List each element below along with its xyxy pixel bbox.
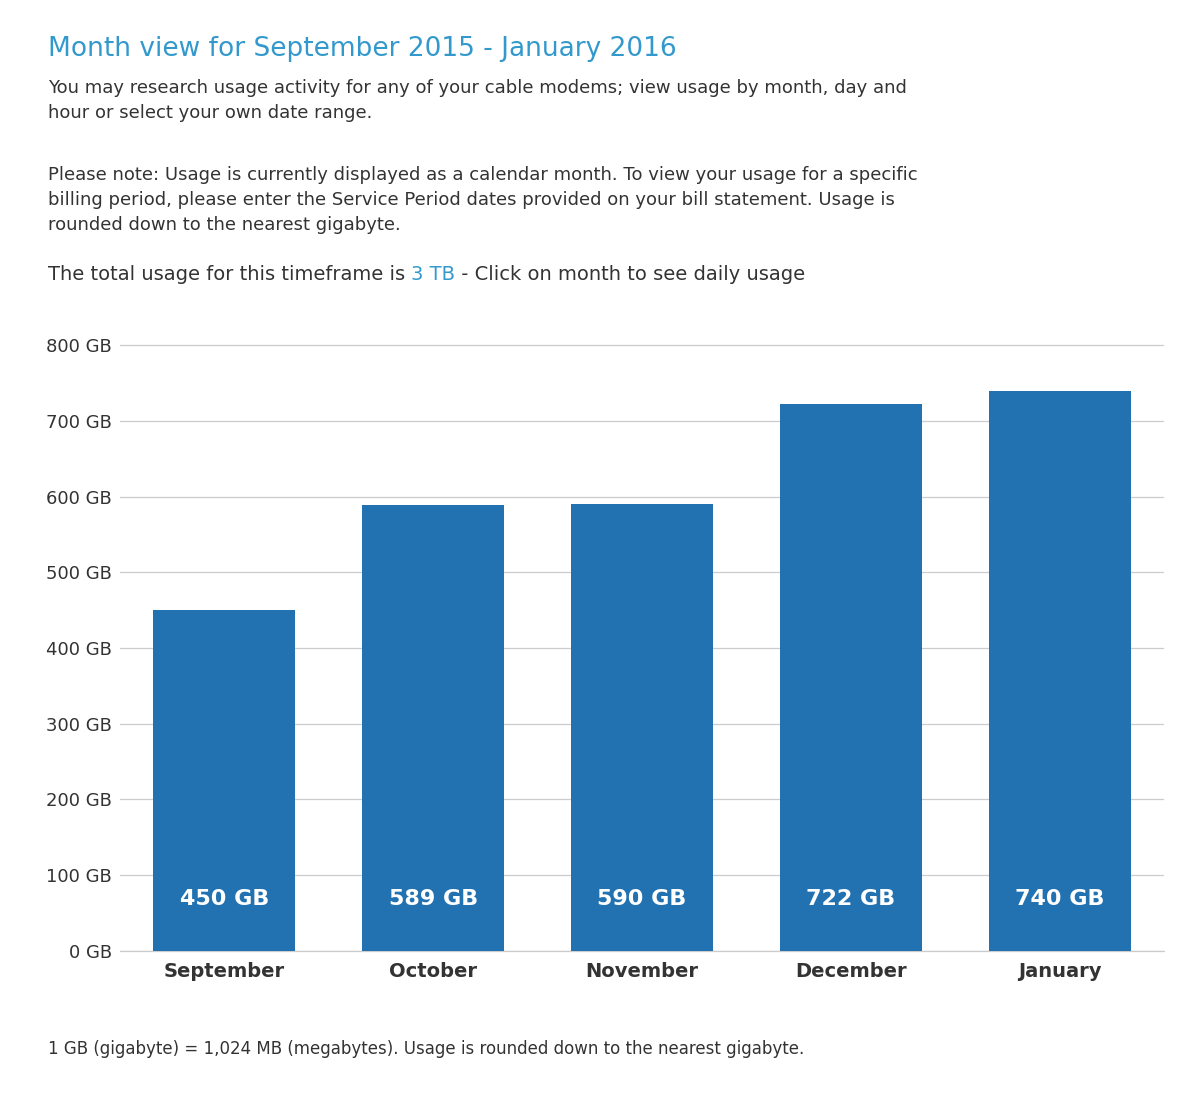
Text: - Click on month to see daily usage: - Click on month to see daily usage (455, 265, 805, 283)
Text: 1 GB (gigabyte) = 1,024 MB (megabytes). Usage is rounded down to the nearest gig: 1 GB (gigabyte) = 1,024 MB (megabytes). … (48, 1041, 804, 1058)
Text: 589 GB: 589 GB (389, 890, 478, 909)
Text: 590 GB: 590 GB (598, 890, 686, 909)
Bar (989, 390, 1130, 951)
Bar (780, 404, 922, 951)
Bar (571, 504, 713, 951)
Text: 3 TB: 3 TB (412, 265, 455, 283)
Text: You may research usage activity for any of your cable modems; view usage by mont: You may research usage activity for any … (48, 79, 907, 121)
Text: 740 GB: 740 GB (1015, 890, 1104, 909)
Text: The total usage for this timeframe is: The total usage for this timeframe is (48, 265, 412, 283)
Text: Please note: Usage is currently displayed as a calendar month. To view your usag: Please note: Usage is currently displaye… (48, 166, 918, 234)
Bar (154, 610, 295, 951)
Bar (362, 505, 504, 951)
Text: 722 GB: 722 GB (806, 890, 895, 909)
Text: 450 GB: 450 GB (180, 890, 269, 909)
Text: Month view for September 2015 - January 2016: Month view for September 2015 - January … (48, 36, 677, 62)
